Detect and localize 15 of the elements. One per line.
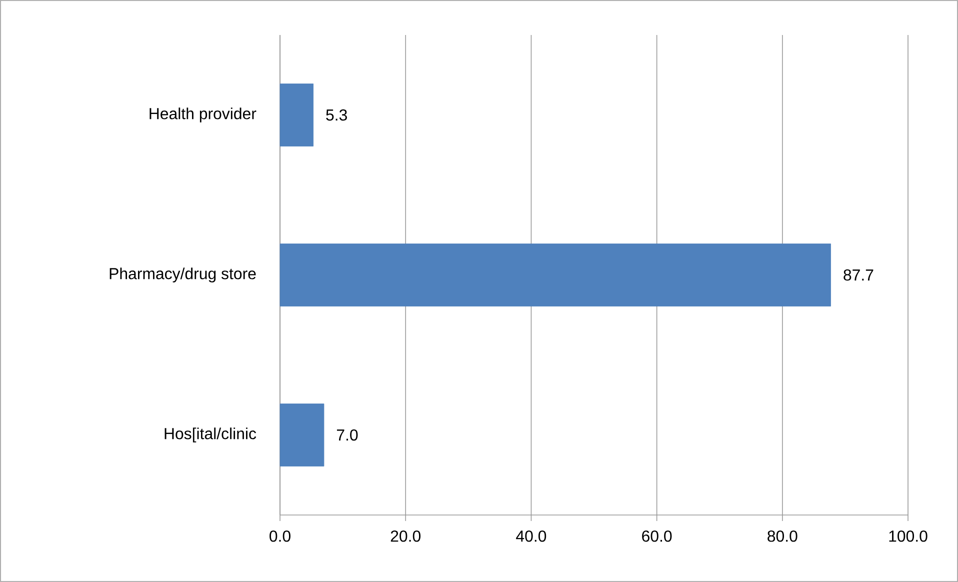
- y-tick-label: Pharmacy/drug store: [110, 268, 256, 282]
- x-tick-label: 20.0: [390, 530, 420, 542]
- data-label: 87.7: [844, 269, 874, 281]
- data-label: 7.0: [336, 429, 358, 441]
- x-tick-label: 0.0: [270, 530, 290, 542]
- y-tick-label: Hos[ital/clinic: [164, 428, 256, 442]
- x-tick-label: 80.0: [768, 530, 798, 542]
- y-tick-label: Health provider: [150, 108, 256, 122]
- x-tick-label: 40.0: [516, 530, 546, 542]
- x-tick-label: 60.0: [642, 530, 672, 542]
- data-label: 5.3: [326, 109, 347, 121]
- bar: [280, 404, 324, 466]
- x-tick-label: 100.0: [889, 530, 928, 542]
- bar: [280, 244, 831, 306]
- bar: [280, 84, 314, 146]
